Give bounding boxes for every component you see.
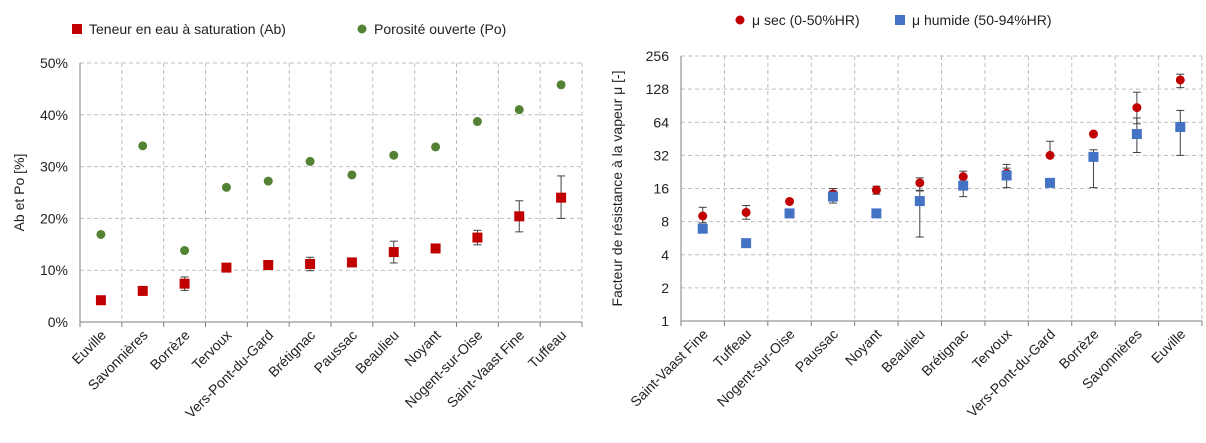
chart2-series-1-point — [1175, 75, 1185, 85]
chart2-y-tick-label: 32 — [653, 147, 669, 163]
chart2-y-tick-label: 128 — [646, 81, 670, 97]
chart1-legend-label-1: Teneur en eau à saturation (Ab) — [89, 21, 286, 37]
chart1-series-2-point — [472, 117, 482, 127]
chart1-series-2-point — [514, 105, 524, 115]
chart2-y-tick-label: 2 — [661, 280, 669, 296]
chart2-x-tick-label: Paussac — [792, 326, 841, 375]
chart1-x-tick-label: Borrèze — [147, 327, 193, 373]
chart2-legend-marker-1 — [735, 15, 745, 25]
chart1-series-1-point — [388, 247, 399, 258]
chart1-y-tick-label: 40% — [40, 107, 68, 123]
chart1-x-tick-label: Paussac — [311, 327, 360, 376]
chart2-series-1-point — [741, 207, 751, 217]
chart1-y-tick-label: 10% — [40, 262, 68, 278]
chart2-series-1-point — [1088, 129, 1098, 139]
chart2-series-2-point — [1131, 129, 1142, 140]
chart2-legend-label-2: μ humide (50-94%HR) — [912, 12, 1052, 28]
chart2-y-tick-label: 1 — [661, 313, 669, 329]
chart1-series-2-point — [305, 156, 315, 166]
chart2-series-2-point — [741, 238, 752, 249]
chart1-series-1-point — [472, 232, 483, 243]
chart1-y-tick-label: 20% — [40, 210, 68, 226]
chart2-series-2-point — [1088, 151, 1099, 162]
chart2-series-2-point — [871, 208, 882, 219]
chart2-y-tick-label: 256 — [646, 48, 670, 64]
chart1-series-2-point — [347, 170, 357, 180]
chart2-series-1-point — [698, 211, 708, 221]
chart1-series-2-point — [180, 246, 190, 256]
chart1-series-2-point — [431, 142, 441, 152]
chart1-series-1-point — [137, 285, 148, 296]
chart1-y-tick-label: 30% — [40, 159, 68, 175]
chart2-legend-label-1: μ sec (0-50%HR) — [752, 12, 860, 28]
chart1-series-2-point — [556, 80, 566, 90]
chart1-y-tick-label: 0% — [48, 314, 68, 330]
chart2-x-tick-label: Euville — [1148, 326, 1189, 367]
chart2-y-tick-label: 4 — [661, 247, 669, 263]
chart1-series-1-point — [95, 295, 106, 306]
chart2-y-tick-label: 16 — [653, 181, 669, 197]
chart1-x-tick-label: Saint-Vaast Fine — [444, 327, 528, 411]
chart1-x-tick-label: Tuffeau — [525, 327, 569, 371]
chart2-series-1-point — [785, 196, 795, 206]
chart2-series-2-point — [1001, 170, 1012, 181]
chart2-y-tick-label: 64 — [653, 114, 669, 130]
chart1-y-tick-label: 50% — [40, 55, 68, 71]
chart1-x-tick-label: Euville — [69, 327, 110, 368]
chart2-series-2-point — [1175, 121, 1186, 132]
chart1-legend-label-2: Porosité ouverte (Po) — [374, 21, 506, 37]
chart1-series-2-point — [389, 150, 399, 160]
chart2-series-1-point — [915, 178, 925, 188]
chart2-series-2-point — [914, 196, 925, 207]
chart1-series-2-point — [138, 141, 148, 151]
chart1-legend-marker-2 — [357, 24, 367, 34]
chart2-x-tick-label: Noyant — [842, 326, 885, 369]
chart2-series-2-point — [827, 191, 838, 202]
chart1-series-1-point — [346, 257, 357, 268]
chart2-y-tick-label: 8 — [661, 214, 669, 230]
chart2-x-tick-label: Nogent-sur-Oise — [714, 326, 798, 410]
chart2-x-tick-label: Saint-Vaast Fine — [627, 326, 711, 410]
chart1-series-1-point — [179, 278, 190, 289]
chart1-series-1-point — [221, 262, 232, 273]
chart1-series-1-point — [556, 192, 567, 203]
chart1-series-1-point — [514, 211, 525, 222]
chart1-x-tick-label: Brétignac — [265, 327, 318, 380]
chart2-series-1-point — [958, 172, 968, 182]
chart2-series-2-point — [697, 223, 708, 234]
chart2-series-2-point — [1045, 177, 1056, 188]
chart2-y-axis-title: Facteur de résistance à la vapeur μ [-] — [609, 70, 625, 306]
chart1-series-1-point — [263, 260, 274, 271]
chart1-series-1-point — [305, 258, 316, 269]
chart2-series-1-point — [1045, 150, 1055, 160]
chart1-x-tick-label: Beaulieu — [352, 327, 402, 377]
chart1-legend-marker-1 — [72, 24, 82, 34]
chart1-series-2-point — [263, 176, 273, 186]
chart2-x-tick-label: Brétignac — [918, 326, 971, 379]
chart2-series-2-point — [958, 180, 969, 191]
chart1-series-2-point — [221, 182, 231, 192]
chart2-series-1-point — [1132, 103, 1142, 113]
chart2-series-1-point — [871, 185, 881, 195]
chart1-y-axis-title: Ab et Po [%] — [11, 154, 27, 232]
chart2-legend-marker-2 — [895, 15, 905, 25]
chart1-series-2-point — [96, 229, 106, 239]
chart2-series-2-point — [784, 208, 795, 219]
chart1-series-1-point — [430, 243, 441, 254]
